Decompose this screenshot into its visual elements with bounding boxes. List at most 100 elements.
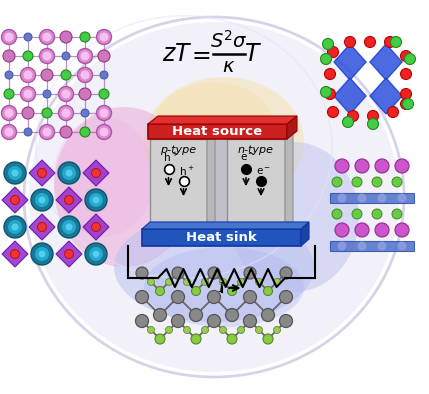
Circle shape (208, 290, 221, 303)
Circle shape (81, 109, 89, 117)
Bar (227, 139, 285, 229)
Circle shape (390, 37, 402, 48)
Circle shape (60, 126, 72, 138)
Circle shape (357, 242, 366, 251)
Circle shape (401, 98, 411, 110)
Bar (207, 139, 227, 229)
Circle shape (352, 209, 362, 219)
Circle shape (401, 50, 411, 61)
Circle shape (24, 33, 32, 41)
Circle shape (220, 279, 227, 286)
Circle shape (154, 309, 166, 322)
Circle shape (256, 327, 263, 333)
Circle shape (335, 159, 349, 173)
Circle shape (80, 32, 90, 42)
Circle shape (166, 327, 172, 333)
Circle shape (202, 279, 208, 286)
Circle shape (24, 71, 33, 80)
Circle shape (89, 193, 103, 207)
Ellipse shape (54, 117, 154, 237)
Bar (330, 241, 414, 251)
Ellipse shape (144, 247, 304, 327)
Polygon shape (370, 44, 402, 80)
Circle shape (58, 87, 73, 102)
Circle shape (8, 166, 22, 180)
Circle shape (220, 327, 227, 333)
Circle shape (85, 189, 107, 211)
Circle shape (244, 267, 256, 279)
Circle shape (12, 223, 18, 230)
Circle shape (342, 117, 353, 128)
Circle shape (85, 243, 107, 265)
Circle shape (148, 327, 154, 333)
Circle shape (31, 243, 53, 265)
Circle shape (4, 128, 13, 136)
Circle shape (39, 251, 45, 258)
Circle shape (190, 309, 202, 322)
Circle shape (392, 209, 402, 219)
Circle shape (4, 89, 14, 99)
Polygon shape (29, 160, 55, 186)
Circle shape (184, 279, 190, 286)
Circle shape (93, 251, 100, 258)
Circle shape (347, 110, 359, 121)
Circle shape (324, 69, 335, 80)
Circle shape (263, 334, 273, 344)
Circle shape (61, 108, 70, 117)
Circle shape (39, 30, 54, 45)
Circle shape (372, 177, 382, 187)
Circle shape (60, 31, 72, 43)
Circle shape (338, 193, 347, 203)
Circle shape (256, 279, 263, 286)
Circle shape (378, 242, 387, 251)
Circle shape (41, 69, 53, 81)
Circle shape (100, 128, 109, 136)
Circle shape (21, 87, 36, 102)
Circle shape (100, 32, 109, 41)
Circle shape (208, 314, 221, 327)
Circle shape (5, 71, 13, 79)
Circle shape (42, 128, 51, 136)
Circle shape (327, 46, 338, 58)
Circle shape (274, 327, 281, 333)
Circle shape (8, 220, 22, 234)
Circle shape (274, 279, 281, 286)
Circle shape (62, 166, 76, 180)
Circle shape (81, 71, 90, 80)
Circle shape (58, 162, 80, 184)
Circle shape (78, 48, 93, 63)
Circle shape (368, 119, 378, 130)
Circle shape (191, 286, 200, 296)
Circle shape (327, 106, 338, 117)
Circle shape (91, 223, 100, 232)
Circle shape (35, 247, 49, 261)
Circle shape (1, 106, 16, 121)
Circle shape (4, 32, 13, 41)
Text: n-type: n-type (238, 145, 274, 155)
Ellipse shape (144, 77, 304, 207)
Circle shape (395, 159, 409, 173)
Ellipse shape (114, 212, 314, 322)
Polygon shape (148, 116, 297, 124)
Text: e$^-$: e$^-$ (240, 152, 256, 162)
Ellipse shape (54, 107, 194, 267)
Circle shape (61, 70, 71, 80)
Circle shape (24, 89, 33, 98)
Circle shape (10, 195, 19, 204)
Circle shape (368, 110, 378, 121)
Circle shape (79, 88, 91, 100)
Circle shape (66, 169, 73, 177)
Circle shape (401, 69, 411, 80)
Polygon shape (29, 214, 55, 240)
Circle shape (58, 106, 73, 121)
Circle shape (384, 37, 396, 48)
Polygon shape (370, 78, 402, 114)
Circle shape (97, 106, 112, 121)
Circle shape (398, 193, 407, 203)
Circle shape (263, 286, 272, 296)
Polygon shape (2, 241, 28, 267)
Circle shape (375, 223, 389, 237)
Circle shape (37, 169, 46, 178)
Text: h$^+$: h$^+$ (179, 164, 194, 178)
Circle shape (97, 125, 112, 139)
